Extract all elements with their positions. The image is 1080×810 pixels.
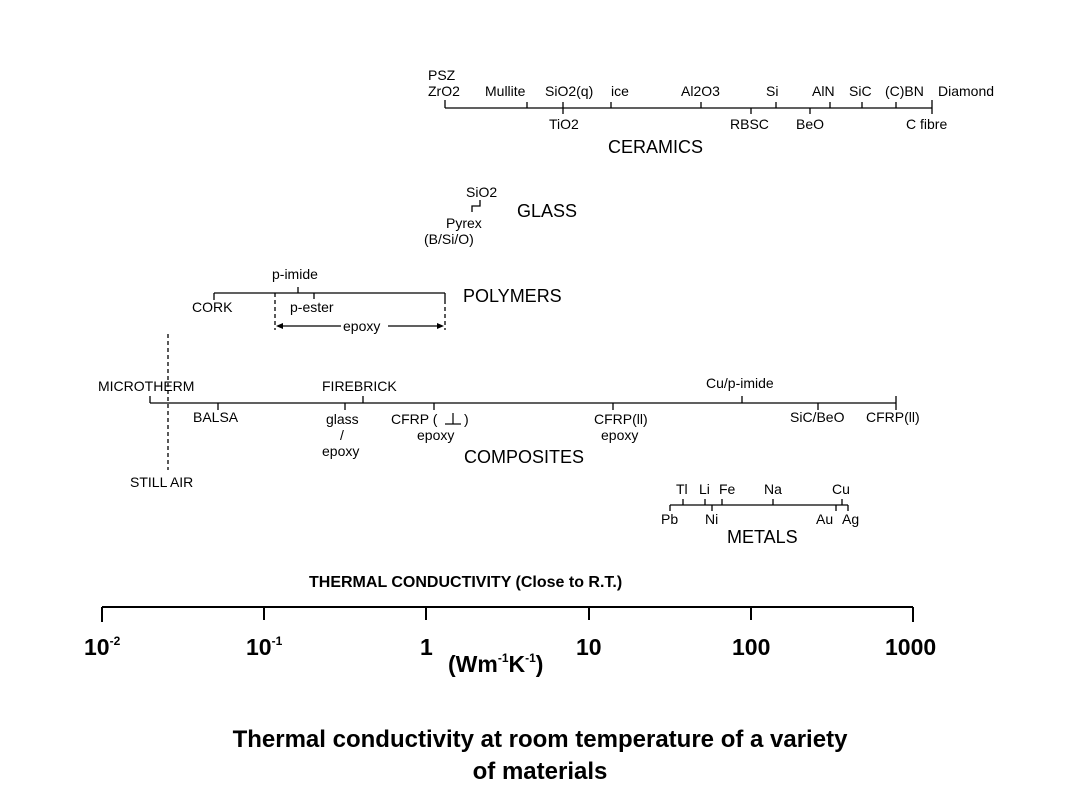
composites-label-balsa: BALSA: [193, 409, 239, 425]
composites-label-sic-beo: SiC/BeO: [790, 409, 845, 425]
composites-label-still-air: STILL AIR: [130, 474, 193, 490]
composites-label-cfrp-perp: CFRP (: [391, 411, 438, 427]
ceramics-label-diamond: Diamond: [938, 83, 994, 99]
metals-range-bar: [669, 499, 849, 511]
ceramics-label-aln: AlN: [812, 83, 835, 99]
metals-label-na: Na: [764, 481, 782, 497]
ceramics-label-c-fibre: C fibre: [906, 116, 947, 132]
axis-title: THERMAL CONDUCTIVITY (Close to R.T.): [309, 574, 622, 591]
composites-group: MICROTHERM FIREBRICK Cu/p-imide BALSA gl…: [98, 334, 920, 490]
composites-label-firebrick: FIREBRICK: [322, 378, 397, 394]
polymers-label-cork: CORK: [192, 299, 233, 315]
cfrp-perpendicular-symbol: [445, 413, 461, 425]
caption-line-1: Thermal conductivity at room temperature…: [232, 726, 848, 753]
tick-label-0.1: 10-1: [246, 634, 283, 660]
polymers-range-bar: [213, 287, 446, 330]
tick-label-0.01: 10-2: [84, 634, 121, 660]
axis-line: [101, 606, 914, 622]
composites-label-cfrp-par-2: CFRP(ll): [866, 409, 920, 425]
ceramics-label-mullite: Mullite: [485, 83, 526, 99]
figure-caption: Thermal conductivity at room temperature…: [0, 724, 1080, 788]
axis-unit: (Wm-1K-1): [448, 651, 543, 677]
conductivity-axis: THERMAL CONDUCTIVITY (Close to R.T.) 10-…: [84, 574, 936, 677]
ceramics-label-sio2q: SiO2(q): [545, 83, 593, 99]
caption-line-2: of materials: [472, 758, 608, 785]
metals-label-ni: Ni: [705, 511, 718, 527]
tick-label-1000: 1000: [885, 634, 936, 660]
ceramics-label-cbn: (C)BN: [885, 83, 924, 99]
composites-label-glass-epoxy: epoxy: [322, 443, 359, 459]
composites-label-microtherm: MICROTHERM: [98, 378, 194, 394]
polymers-epoxy-arrow-right: [437, 323, 444, 329]
metals-label-ag: Ag: [842, 511, 859, 527]
glass-label-bsio: (B/Si/O): [424, 231, 474, 247]
composites-label-slash: /: [340, 427, 344, 443]
composites-range-bar: [149, 396, 897, 410]
polymers-label-p-imide: p-imide: [272, 266, 318, 282]
composites-label-cfrp-perp-epoxy: epoxy: [417, 427, 454, 443]
metals-label-cu: Cu: [832, 481, 850, 497]
composites-label-glass: glass: [326, 411, 359, 427]
glass-group: SiO2 Pyrex (B/Si/O) GLASS: [424, 184, 577, 247]
composites-label-cfrp-par-epoxy: epoxy: [601, 427, 638, 443]
metals-label-au: Au: [816, 511, 833, 527]
ceramics-group: PSZ ZrO2 Mullite SiO2(q) ice Al2O3 Si Al…: [428, 67, 994, 157]
composites-label-cfrp-par: CFRP(ll): [594, 411, 648, 427]
glass-connector: [471, 200, 481, 212]
tick-label-10: 10: [576, 634, 602, 660]
ceramics-label-ice: ice: [611, 83, 629, 99]
metals-label-pb: Pb: [661, 511, 678, 527]
ceramics-label-beo: BeO: [796, 116, 824, 132]
polymers-title: POLYMERS: [463, 286, 562, 306]
composites-label-cfrp-perp-close: ): [464, 411, 469, 427]
glass-label-sio2: SiO2: [466, 184, 497, 200]
polymers-epoxy-arrow-left: [276, 323, 283, 329]
metals-label-fe: Fe: [719, 481, 736, 497]
polymers-label-epoxy: epoxy: [343, 318, 380, 334]
ceramics-label-tio2: TiO2: [549, 116, 579, 132]
ceramics-label-sic: SiC: [849, 83, 872, 99]
tick-label-100: 100: [732, 634, 770, 660]
composites-title: COMPOSITES: [464, 447, 584, 467]
glass-label-pyrex: Pyrex: [446, 215, 482, 231]
ceramics-range-bar: [444, 100, 933, 114]
tick-label-1: 1: [420, 634, 433, 660]
metals-group: Tl Li Fe Na Cu Pb Ni Au Ag METALS: [661, 481, 859, 547]
metals-label-li: Li: [699, 481, 710, 497]
polymers-group: p-imide CORK p-ester epoxy POLYMERS: [192, 266, 562, 334]
ceramics-label-si: Si: [766, 83, 778, 99]
ceramics-label-psz: PSZ: [428, 67, 456, 83]
ceramics-label-zro2: ZrO2: [428, 83, 460, 99]
ceramics-title: CERAMICS: [608, 137, 703, 157]
metals-label-tl: Tl: [676, 481, 688, 497]
metals-title: METALS: [727, 527, 798, 547]
polymers-label-p-ester: p-ester: [290, 299, 334, 315]
ceramics-label-al2o3: Al2O3: [681, 83, 720, 99]
ceramics-label-rbsc: RBSC: [730, 116, 769, 132]
glass-title: GLASS: [517, 201, 577, 221]
composites-label-cu-p-imide: Cu/p-imide: [706, 375, 774, 391]
